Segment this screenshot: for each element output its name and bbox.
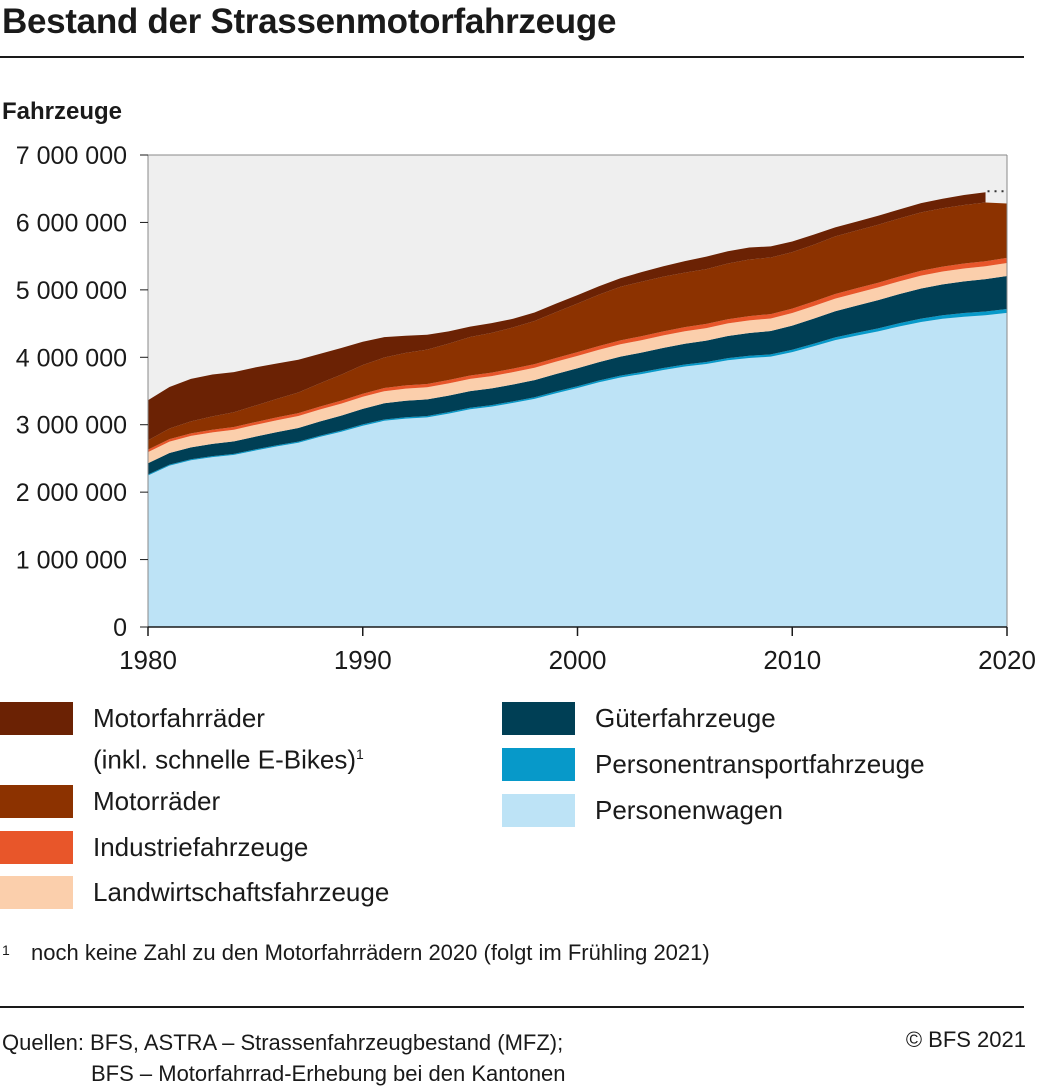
x-tick-label: 2000 (549, 645, 607, 675)
x-tick-label: 2020 (978, 645, 1036, 675)
legend-item-personentransport: Personentransportfahrzeuge (502, 748, 925, 782)
footnote-text: noch keine Zahl zu den Motorfahrrädern 2… (31, 940, 710, 965)
x-tick-label: 2010 (763, 645, 821, 675)
legend-item-gueter: Güterfahrzeuge (502, 702, 776, 736)
title-divider (0, 56, 1024, 58)
legend-label-line1: Motorfahrräder (93, 703, 265, 733)
y-axis-label: Fahrzeuge (2, 98, 123, 125)
legend-item-landwirtschaft: Landwirtschaftsfahrzeuge (0, 876, 389, 910)
area-gueter (148, 275, 1007, 475)
y-tick-label: 4 000 000 (16, 344, 127, 372)
source-line-2: BFS – Motorfahrrad-Erhebung bei den Kant… (91, 1061, 566, 1086)
copyright: © BFS 2021 (905, 1027, 1026, 1052)
footnote-marker: 1 (355, 746, 364, 762)
legend-swatch-personenwagen (502, 794, 575, 827)
y-tick-label: 7 000 000 (16, 142, 127, 170)
y-tick-label: 6 000 000 (16, 209, 127, 237)
legend-label-gueter: Güterfahrzeuge (595, 703, 776, 733)
stacked-area-chart: 0 1 000 000 2 000 000 3 000 000 4 000 000 5 0… (16, 142, 1036, 675)
x-tick-label: 1990 (334, 645, 392, 675)
legend-item-motorfahrraeder: Motorfahrräder (inkl. schnelle E-Bikes)1 (0, 702, 364, 778)
legend-label-line2: (inkl. schnelle E-Bikes) (93, 744, 356, 775)
legend-item-industrie: Industriefahrzeuge (0, 831, 308, 865)
area-industrie (148, 257, 1007, 453)
area-landwirtschaft (148, 263, 1007, 464)
footnote: 1 noch keine Zahl zu den Motorfahrrädern… (2, 940, 710, 966)
legend-swatch-gueter (502, 702, 575, 735)
legend-item-motorraeder: Motorräder (0, 785, 220, 819)
area-personenwagen (148, 312, 1007, 627)
legend-label-personentransport: Personentransportfahrzeuge (595, 749, 925, 779)
legend-label-industrie: Industriefahrzeuge (93, 832, 309, 862)
area-motorfahrraeder (148, 192, 986, 441)
legend-swatch-motorraeder (0, 785, 73, 818)
y-tick-label: 5 000 000 (16, 277, 127, 305)
y-tick-label: 0 (113, 614, 127, 642)
legend-label-personenwagen: Personenwagen (595, 795, 783, 825)
legend-item-personenwagen: Personenwagen (502, 794, 783, 828)
footnote-mark: 1 (2, 942, 10, 958)
legend-label-motorfahrraeder: Motorfahrräder (inkl. schnelle E-Bikes)1 (93, 700, 364, 778)
source-note: Quellen: BFS, ASTRA – Strassenfahrzeugbe… (2, 1027, 566, 1089)
legend-swatch-industrie (0, 831, 73, 864)
area-motorraeder (148, 202, 1007, 450)
legend-label-motorraeder: Motorräder (93, 786, 221, 816)
x-tick-label: 1980 (119, 645, 177, 675)
page-title: Bestand der Strassenmotorfahrzeuge (2, 2, 617, 41)
y-tick-label: 2 000 000 (16, 479, 127, 507)
legend-swatch-motorfahrraeder (0, 702, 73, 735)
y-tick-label: 3 000 000 (16, 412, 127, 440)
source-divider (0, 1006, 1024, 1008)
area-personentransport (148, 309, 1007, 476)
legend-swatch-landwirtschaft (0, 876, 73, 909)
source-line-1: Quellen: BFS, ASTRA – Strassenfahrzeugbe… (2, 1030, 564, 1055)
y-tick-label: 1 000 000 (16, 547, 127, 575)
legend-swatch-personentransport (502, 748, 575, 781)
legend-label-landwirtschaft: Landwirtschaftsfahrzeuge (93, 877, 390, 907)
